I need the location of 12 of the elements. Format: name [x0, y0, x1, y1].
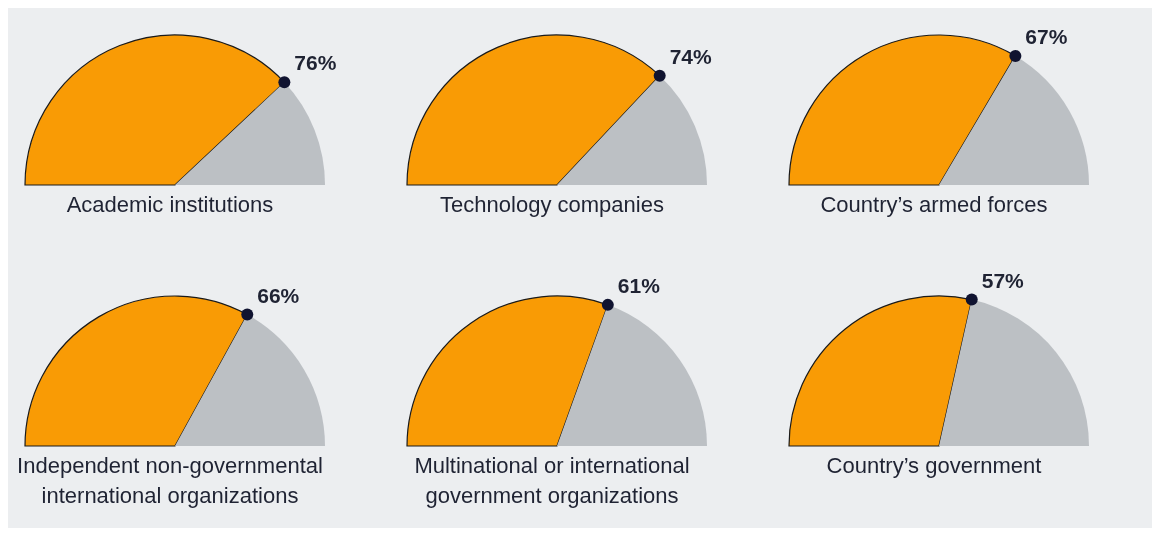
- data-label: 57%: [981, 268, 1025, 292]
- text: Independent non-governmental international organizations: [16, 452, 324, 510]
- text: Country’s government: [825, 452, 1043, 480]
- data-label: 61%: [617, 273, 661, 297]
- data-label: 67%: [1025, 24, 1068, 48]
- text: Technology companies: [439, 191, 665, 219]
- data-label: 66%: [257, 283, 300, 307]
- data-label: 76%: [294, 51, 337, 75]
- text: Multinational or international government organizations: [413, 452, 691, 510]
- data-label: 74%: [669, 44, 713, 68]
- text: Country’s armed forces: [819, 191, 1049, 219]
- text: Academic institutions: [65, 191, 275, 219]
